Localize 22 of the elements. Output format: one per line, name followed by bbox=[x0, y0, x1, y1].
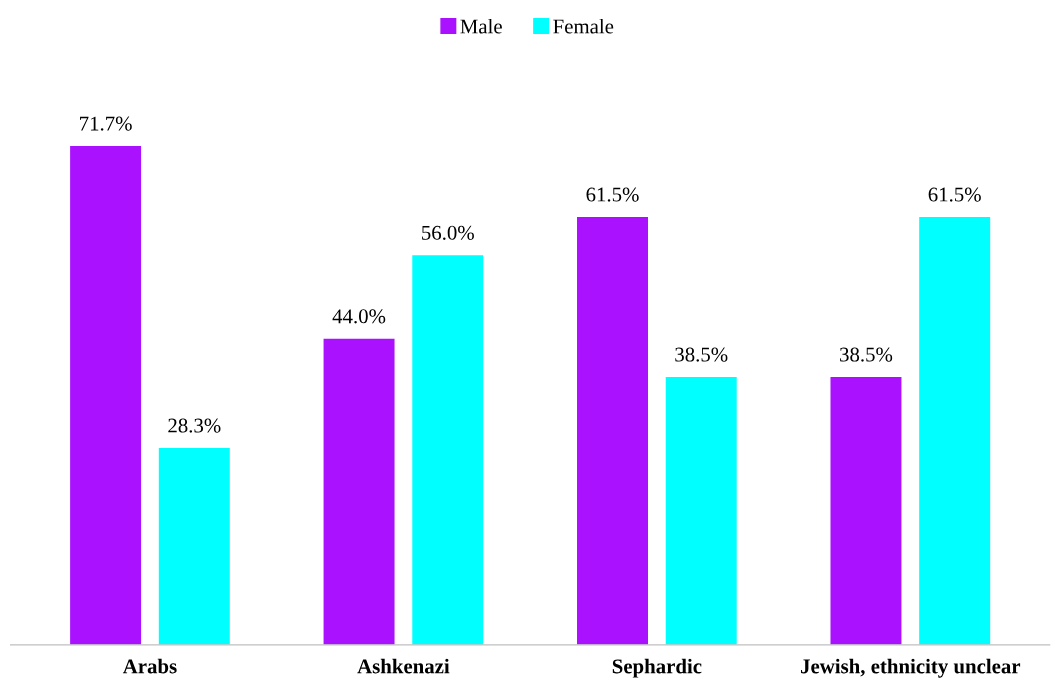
data-label: 38.5% bbox=[675, 347, 728, 362]
bar bbox=[158, 447, 230, 645]
x-tick-label: Jewish, ethnicity unclear bbox=[801, 658, 1021, 678]
x-tick-label: Sephardic bbox=[612, 658, 702, 678]
data-label: 71.7% bbox=[80, 116, 132, 131]
bar bbox=[665, 376, 737, 645]
bar bbox=[919, 216, 991, 645]
x-tick-label: Arabs bbox=[122, 658, 177, 674]
data-label: 28.3% bbox=[168, 418, 221, 433]
data-label: 38.5% bbox=[840, 347, 893, 362]
bar bbox=[323, 338, 395, 645]
bar bbox=[577, 216, 648, 645]
data-label: 61.5% bbox=[586, 187, 639, 202]
legend-label: Female bbox=[553, 18, 614, 34]
legend-label: Male bbox=[460, 18, 502, 34]
bar bbox=[830, 376, 902, 645]
x-tick-label: Ashkenazi bbox=[357, 658, 450, 674]
data-label: 61.5% bbox=[928, 187, 981, 202]
data-label: 44.0% bbox=[332, 309, 386, 324]
bar bbox=[412, 255, 484, 645]
bar bbox=[70, 145, 142, 645]
data-label: 56.0% bbox=[422, 225, 474, 240]
